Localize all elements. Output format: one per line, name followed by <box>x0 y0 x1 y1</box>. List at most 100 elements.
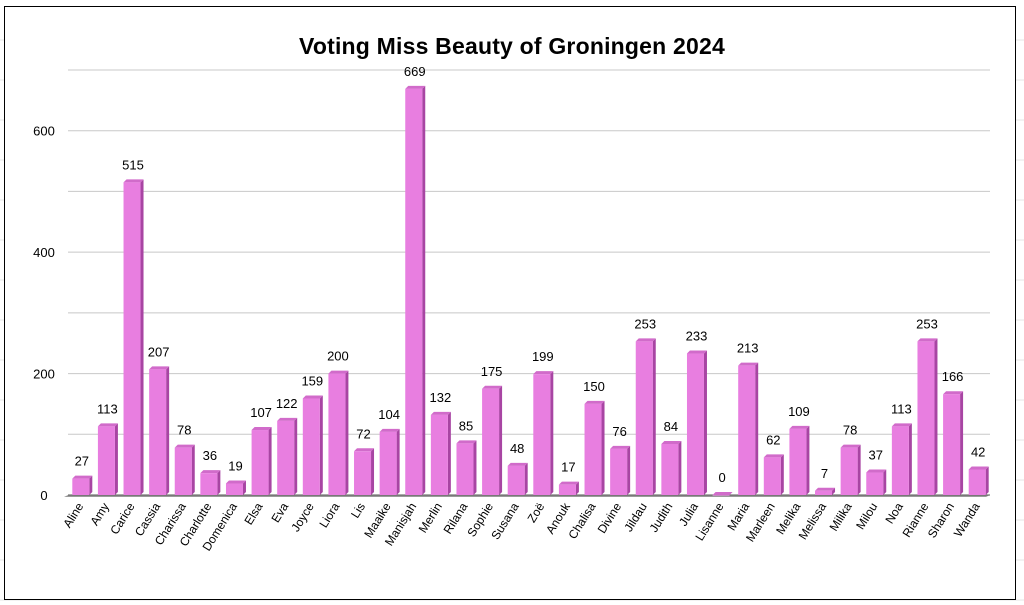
data-label: 200 <box>327 349 349 364</box>
data-label: 104 <box>378 407 400 422</box>
bar-top <box>200 470 221 474</box>
bar-side <box>447 411 451 495</box>
bar-side <box>678 441 682 495</box>
bar <box>456 443 474 495</box>
bar-side <box>371 448 375 495</box>
data-label: 233 <box>686 329 708 344</box>
data-label: 17 <box>561 460 575 475</box>
bar <box>174 447 192 495</box>
bar-top <box>917 338 938 342</box>
x-tick-label: Wanda <box>951 500 983 540</box>
data-label: 84 <box>664 419 678 434</box>
bar-top <box>584 400 605 404</box>
bar <box>507 465 525 495</box>
data-label: 42 <box>971 445 985 460</box>
bar-side <box>422 85 426 496</box>
x-tick-label: Lis <box>348 500 368 520</box>
x-tick-label: Divine <box>595 500 625 536</box>
bar-top <box>533 371 554 375</box>
bar-top <box>123 179 144 183</box>
bar <box>354 451 372 495</box>
chart-area[interactable] <box>4 6 1016 600</box>
bar-top <box>661 441 682 444</box>
bar <box>917 341 935 495</box>
bar-side <box>166 366 170 495</box>
data-label: 78 <box>177 423 191 438</box>
bar-side <box>960 391 964 495</box>
bar-top <box>610 445 631 449</box>
data-label: 669 <box>404 64 426 79</box>
data-label: 166 <box>942 369 964 384</box>
data-label: 253 <box>634 316 656 331</box>
bar-side <box>294 417 298 495</box>
bar-side <box>550 371 554 495</box>
bar <box>533 374 551 495</box>
bar <box>277 420 295 495</box>
bar-top <box>763 454 784 458</box>
bar <box>635 341 653 495</box>
bar <box>97 426 115 495</box>
data-label: 72 <box>356 426 370 441</box>
bar-side <box>242 480 246 495</box>
bar <box>251 430 269 495</box>
bar-side <box>703 350 707 495</box>
bar-top <box>507 462 528 466</box>
x-tick-label: Amy <box>87 500 112 528</box>
bar-side <box>780 454 784 495</box>
data-label: 515 <box>122 157 144 172</box>
bar <box>763 457 781 495</box>
bar-top <box>277 417 298 421</box>
bar-top <box>328 370 349 374</box>
data-label: 207 <box>148 344 170 359</box>
bar-top <box>482 385 503 389</box>
data-label: 19 <box>228 458 242 473</box>
bar-side <box>575 481 579 495</box>
bar <box>610 448 628 495</box>
x-tick-label: Jildau <box>621 500 649 534</box>
data-label: 85 <box>459 418 473 433</box>
data-label: 62 <box>766 432 780 447</box>
x-tick-label: Elsa <box>241 500 265 527</box>
bar <box>866 472 884 495</box>
bar <box>430 414 448 495</box>
bar <box>789 428 807 495</box>
bar-side <box>934 338 938 495</box>
bar-side <box>652 338 656 495</box>
bar <box>482 388 500 495</box>
bar <box>302 398 320 495</box>
x-tick-label: Milou <box>853 500 880 532</box>
bar-top <box>430 411 451 415</box>
data-label: 150 <box>583 379 605 394</box>
data-label: 253 <box>916 316 938 331</box>
data-label: 107 <box>250 405 272 420</box>
bar <box>328 373 346 495</box>
bar <box>558 484 576 495</box>
bar-top <box>379 428 400 432</box>
bar <box>225 483 243 495</box>
bar-top <box>815 487 836 491</box>
bar <box>738 365 756 495</box>
y-tick-label: 200 <box>33 367 55 382</box>
x-tick-label: Aline <box>60 500 86 530</box>
bar <box>943 394 961 495</box>
bar-top <box>149 366 170 370</box>
data-label: 109 <box>788 404 810 419</box>
bar <box>815 490 833 495</box>
x-tick-label: Zoë <box>525 500 548 525</box>
bar-side <box>601 400 605 495</box>
data-label: 159 <box>301 373 323 388</box>
bar-side <box>985 466 989 495</box>
data-label: 113 <box>97 401 118 416</box>
bar <box>379 431 397 495</box>
bar-top <box>405 85 426 89</box>
bar-top <box>686 350 707 354</box>
bar-top <box>891 423 912 427</box>
bar <box>149 369 167 495</box>
data-label: 37 <box>869 448 883 463</box>
bar-side <box>217 470 221 495</box>
bar <box>123 182 141 496</box>
bar-top <box>789 425 810 429</box>
bar-side <box>89 475 93 495</box>
bar-side <box>499 385 503 495</box>
